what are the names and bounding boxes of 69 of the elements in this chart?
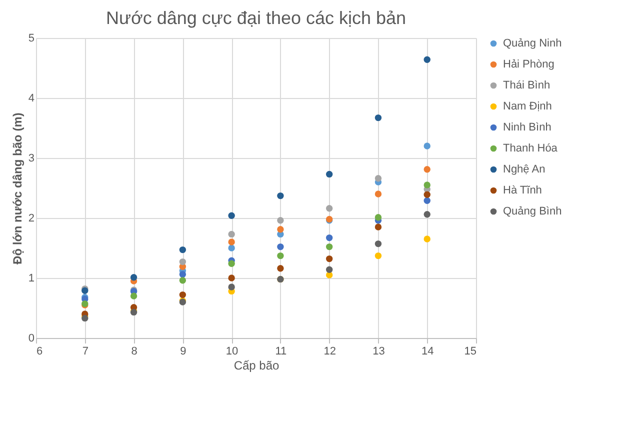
point [424,236,430,242]
point [228,260,235,267]
point [374,114,382,122]
x-tick-label: 10 [226,346,238,358]
point [228,238,235,246]
point [326,234,333,242]
point [228,274,235,282]
legend-label: Ninh Bình [503,122,552,134]
point [326,205,333,212]
legend-label: Hải Phòng [503,58,554,70]
legend-label: Thái Bình [503,80,550,92]
x-tick-label: 15 [464,346,476,358]
point [277,243,284,250]
x-tick-label: 11 [275,346,287,358]
point [326,255,333,262]
point [374,175,382,182]
point [326,266,333,273]
legend-label: Hà Tĩnh [503,184,542,196]
y-tick-label: 4 [28,92,34,104]
legend-label: Thanh Hóa [503,142,558,154]
y-tick-label: 3 [28,152,34,164]
point [374,224,382,230]
point [179,271,186,278]
point [228,244,235,252]
point [130,292,138,300]
y-tick-label: 2 [28,212,34,224]
point [424,182,430,188]
point [374,240,382,248]
x-tick-label: 7 [82,346,88,358]
legend-label: Nam Định [503,100,552,112]
point [179,258,186,266]
point [424,142,430,150]
point [374,190,382,198]
point [228,212,235,219]
point [424,211,430,218]
point [277,265,284,272]
point [424,166,430,173]
point [277,252,284,260]
point [326,243,333,250]
x-tick-label: 8 [131,346,138,358]
point [326,170,333,178]
y-tick-label: 1 [28,272,34,284]
point [424,56,430,63]
point [277,192,284,200]
point [424,197,430,204]
point [179,277,186,284]
point [228,284,235,290]
x-axis-title: Cấp bão [234,358,280,372]
point [179,291,186,298]
point [374,214,382,221]
legend-label: Quảng Ninh [503,38,562,50]
y-tick-label: 0 [28,332,34,344]
chart-title: Nước dâng cực đại theo các kịch bản [106,8,406,28]
x-tick-label: 6 [36,346,43,358]
point [277,226,284,233]
point [277,217,284,224]
point [228,230,235,238]
legend-label: Quảng Bình [503,206,562,218]
x-tick-label: 13 [372,346,385,358]
y-tick-label: 5 [28,32,34,44]
y-axis-title: Độ lớn nước dâng bão (m) [10,112,24,264]
point [374,252,382,260]
legend-label: Nghệ An [503,164,546,176]
point [424,191,430,198]
point [179,246,186,254]
x-tick-label: 9 [180,346,186,358]
point [130,274,138,281]
x-tick-label: 14 [421,346,434,358]
x-tick-label: 12 [324,346,336,358]
